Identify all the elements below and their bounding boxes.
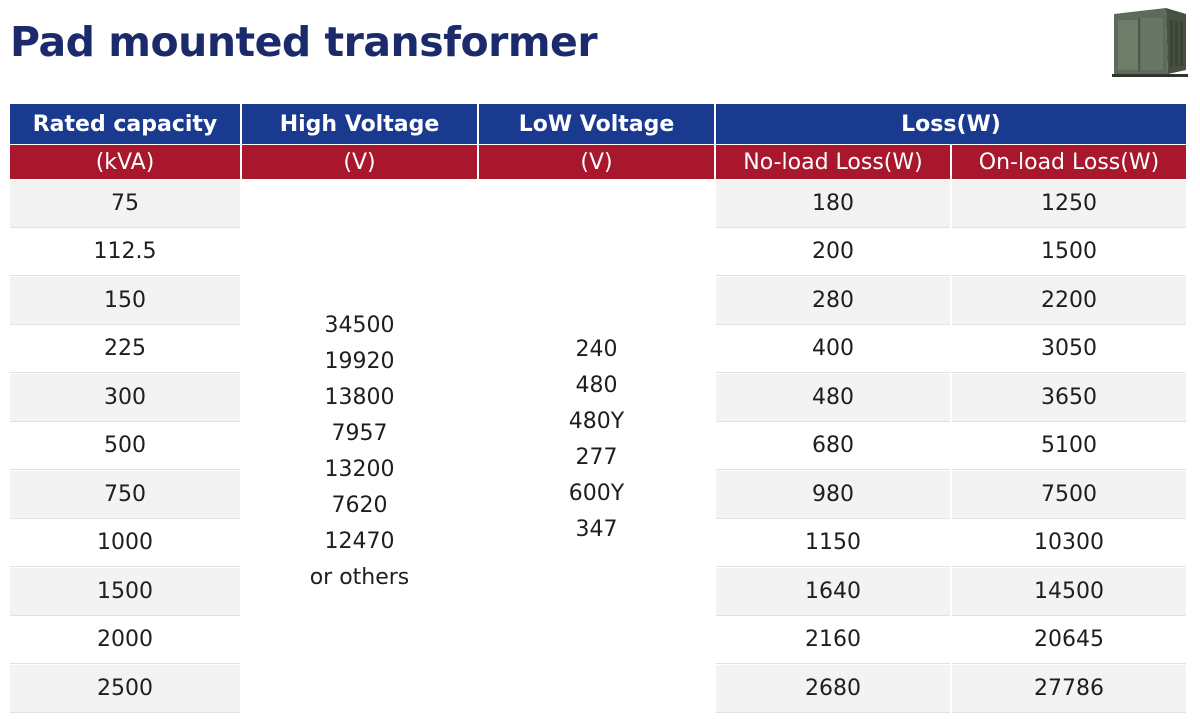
cell-rated-capacity: 500 [10,422,240,470]
cell-rated-capacity: 1000 [10,519,240,567]
subheader-row: (kVA) (V) (V) No-load Loss(W) On-load Lo… [10,145,1186,179]
cell-rated-capacity: 300 [10,374,240,422]
cell-on-load-loss: 5100 [952,422,1186,470]
table-row: 500 680 5100 [10,422,1186,470]
cell-no-load-loss: 1150 [716,519,950,567]
table-row: 75 34500 19920 13800 7957 13200 7620 12470 or ot… [10,180,1186,713]
cell-no-load-loss: 2680 [716,665,950,713]
table-body: 75 34500 19920 13800 7957 13200 7620 12470 or ot… [10,180,1186,713]
cell-rated-capacity: 2000 [10,616,240,664]
cell-on-load-loss: 2200 [952,277,1186,325]
cell-rated-capacity: 150 [10,277,240,325]
header-low-voltage: LoW Voltage [479,104,714,144]
table-row: 300 480 3650 [10,374,1186,422]
cell-on-load-loss: 27786 [952,665,1186,713]
cell-on-load-loss: 20645 [952,616,1186,664]
high-voltage-value: or others [309,565,410,591]
high-voltage-value: 19920 [324,349,395,375]
high-voltage-value: 13800 [324,385,395,411]
cell-rated-capacity: 2500 [10,665,240,713]
table-row: 750 980 7500 [10,471,1186,519]
high-voltage-value: 12470 [324,529,395,555]
table-row: 2500 2680 27786 [10,665,1186,713]
high-voltage-value: 7620 [331,493,388,519]
cell-no-load-loss: 280 [716,277,950,325]
table-row: 1000 1150 10300 [10,519,1186,567]
cell-no-load-loss: 680 [716,422,950,470]
cell-no-load-loss: 480 [716,374,950,422]
cell-no-load-loss: 200 [716,228,950,276]
cell-no-load-loss: 180 [716,180,950,228]
header-rated-capacity: Rated capacity [10,104,240,144]
low-voltage-value: 600Y [568,481,625,507]
table-row: 225 400 3050 [10,325,1186,373]
cell-on-load-loss: 7500 [952,471,1186,519]
cell-no-load-loss: 980 [716,471,950,519]
cell-rated-capacity: 225 [10,325,240,373]
subheader-on-load-loss: On-load Loss(W) [952,145,1186,179]
subheader-high-voltage-unit: (V) [242,145,477,179]
cell-on-load-loss: 1250 [952,180,1186,228]
cell-rated-capacity: 112.5 [10,228,240,276]
high-voltage-value: 34500 [324,313,395,339]
cell-on-load-loss: 3050 [952,325,1186,373]
cell-on-load-loss: 1500 [952,228,1186,276]
header-loss: Loss(W) [716,104,1186,144]
cell-on-load-loss: 3650 [952,374,1186,422]
header-high-voltage: High Voltage [242,104,477,144]
low-voltage-value: 480Y [568,409,625,435]
low-voltage-value: 347 [575,517,618,543]
header-row: Rated capacity High Voltage LoW Voltage … [10,104,1186,144]
cell-on-load-loss: 14500 [952,568,1186,616]
subheader-low-voltage-unit: (V) [479,145,714,179]
cell-no-load-loss: 400 [716,325,950,373]
cell-rated-capacity: 75 [10,180,240,228]
low-voltage-value: 240 [575,337,618,363]
specification-table: Rated capacity High Voltage LoW Voltage … [8,103,1188,714]
cell-rated-capacity: 1500 [10,568,240,616]
table-row: 1500 1640 14500 [10,568,1186,616]
cell-rated-capacity: 750 [10,471,240,519]
subheader-capacity-unit: (kVA) [10,145,240,179]
page-title: Pad mounted transformer [10,18,598,66]
subheader-no-load-loss: No-load Loss(W) [716,145,950,179]
table-row: 150 280 2200 [10,277,1186,325]
high-voltage-value: 7957 [331,421,388,447]
transformer-photo [1108,4,1190,80]
table-row: 112.5 200 1500 [10,228,1186,276]
low-voltage-value: 480 [575,373,618,399]
cell-high-voltage-list: 34500 19920 13800 7957 13200 7620 12470 or othe… [242,180,477,713]
low-voltage-value: 277 [575,445,618,471]
high-voltage-value: 13200 [324,457,395,483]
cell-no-load-loss: 1640 [716,568,950,616]
cell-no-load-loss: 2160 [716,616,950,664]
cell-low-voltage-list: 240 480 480Y 277 600Y 347 [479,180,714,713]
cell-on-load-loss: 10300 [952,519,1186,567]
table-row: 2000 2160 20645 [10,616,1186,664]
